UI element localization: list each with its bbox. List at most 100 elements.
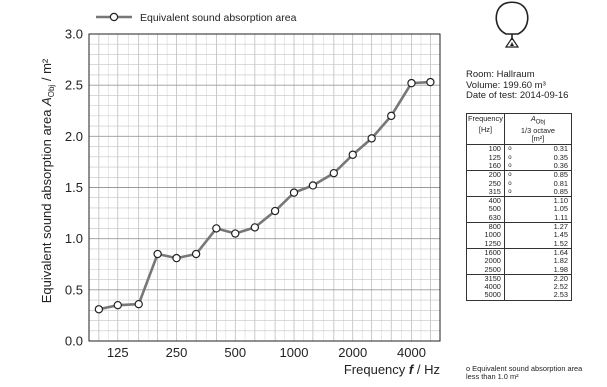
table-frequency-cell: 500 — [466, 205, 505, 214]
absorption-header: AObj 1/3 octave [m²] — [503, 112, 573, 146]
x-tick-label: 125 — [107, 345, 129, 360]
room-info: Room: Hallraum Volume: 199.60 m³ Date of… — [466, 69, 569, 102]
table-frequency-cell: 800 — [466, 222, 505, 232]
table-value-cell: 1.98 — [514, 265, 572, 275]
y-axis-label: Equivalent sound absorption area AObj / … — [39, 58, 56, 303]
table-marker-cell — [503, 283, 515, 292]
x-tick-label: 2000 — [338, 345, 367, 360]
table-frequency-cell: 160 — [466, 161, 505, 171]
data-point — [407, 78, 416, 88]
data-point — [270, 206, 280, 216]
y-axis-label-unit: / m² — [39, 58, 54, 81]
table-marker-cell — [503, 265, 515, 275]
data-point — [94, 305, 104, 314]
data-point — [329, 168, 339, 178]
x-tick-label: 1000 — [280, 345, 309, 360]
data-point — [191, 249, 201, 259]
table-marker-cell — [503, 291, 515, 301]
table-row: 1250 1.52 — [466, 239, 572, 249]
table-row: 400 1.10 — [466, 196, 572, 206]
table-marker-cell: o — [503, 144, 515, 154]
plot-frame — [88, 33, 441, 342]
table-frequency-cell: 250 — [466, 179, 505, 188]
table-value-cell: 1.05 — [514, 205, 572, 214]
y-tick-label: 1.0 — [65, 231, 83, 246]
data-point — [231, 229, 240, 238]
table-value-cell: 1.27 — [514, 222, 572, 232]
table-row: 100 o 0.31 — [466, 144, 572, 154]
table-row: 800 1.27 — [466, 222, 572, 232]
room-volume: Volume: 199.60 m³ — [466, 79, 546, 91]
table-marker-cell — [503, 239, 515, 249]
data-point — [134, 299, 143, 309]
table-value-cell: 1.11 — [514, 213, 572, 223]
table-marker-cell — [503, 213, 515, 223]
table-row: 250 o 0.81 — [466, 179, 572, 188]
test-date: Date of test: 2014-09-16 — [466, 90, 569, 101]
data-point — [308, 181, 318, 190]
x-tick-label: 250 — [166, 345, 188, 360]
table-frequency-cell: 100 — [466, 144, 505, 154]
legend: Equivalent sound absorption area — [96, 12, 297, 24]
table-frequency-cell: 315 — [466, 187, 505, 197]
table-row: 2000 1.82 — [466, 256, 572, 266]
x-axis-label-name: Frequency — [344, 362, 406, 377]
table-row: 315 o 0.85 — [466, 187, 572, 197]
table-value-cell: 1.45 — [514, 231, 572, 240]
table-value-cell: 0.36 — [514, 161, 572, 171]
table-body: 100 o 0.31 125 o 0.35 160 o 0.36 200 o 0.85 250 o 0.81… — [466, 144, 572, 301]
data-point — [348, 150, 357, 159]
table-value-cell: 0.35 — [514, 153, 572, 162]
table-value-cell: 2.20 — [514, 273, 572, 284]
table-row: 1000 1.45 — [466, 231, 572, 240]
table-frequency-cell: 200 — [466, 170, 505, 180]
y-tick-label: 0.0 — [65, 334, 83, 349]
data-point — [250, 223, 260, 232]
table-frequency-cell: 125 — [466, 153, 505, 162]
data-point — [387, 111, 396, 121]
table-row: 630 1.11 — [466, 213, 572, 223]
table-value-cell: 0.85 — [514, 187, 572, 197]
table-marker-cell — [503, 257, 515, 266]
table-marker-cell — [503, 205, 515, 214]
data-point — [172, 253, 181, 263]
data-point — [153, 249, 162, 259]
y-tick-label: 2.5 — [65, 78, 83, 93]
table-row: 3150 2.20 — [466, 273, 572, 284]
absorption-header-band: 1/3 octave — [520, 125, 556, 135]
y-axis-label-name: Equivalent sound absorption area — [39, 109, 54, 303]
microphone-balloon-icon — [495, 1, 529, 48]
data-point — [212, 224, 221, 233]
table-row: 5000 2.53 — [466, 291, 572, 301]
absorption-header-symbol: AObj — [530, 114, 546, 126]
table-row: 1600 1.64 — [466, 247, 572, 258]
frequency-header-unit: [Hz] — [478, 125, 493, 135]
absorption-header-unit: [m²] — [531, 134, 545, 144]
table-value-cell: 0.31 — [514, 144, 572, 154]
table-frequency-cell: 2500 — [466, 265, 505, 275]
frequency-table: Frequency [Hz] AObj 1/3 octave [m²] 100 o… — [466, 112, 573, 301]
table-marker-cell — [503, 231, 515, 240]
table-marker-cell — [503, 222, 515, 232]
legend-label: Equivalent sound absorption area — [140, 12, 297, 24]
table-marker-cell: o — [503, 153, 515, 162]
table-value-cell: 2.53 — [514, 291, 572, 301]
table-frequency-cell: 400 — [466, 196, 505, 206]
data-point — [289, 188, 299, 197]
table-marker-cell: o — [503, 187, 515, 197]
table-value-cell: 1.82 — [514, 256, 572, 266]
footnote: o Equivalent sound absorption area less … — [466, 364, 583, 381]
table-frequency-cell: 4000 — [466, 282, 505, 292]
x-axis-label-unit: / Hz — [417, 362, 440, 377]
frequency-header-title: Frequency — [468, 114, 503, 123]
y-tick-labels: 0.0 0.5 1.0 1.5 2.0 2.5 3.0 — [65, 27, 83, 349]
data-point — [113, 300, 122, 310]
table-row: 200 o 0.85 — [466, 170, 572, 180]
data-point — [367, 134, 376, 143]
y-axis-label-symbol: A — [39, 97, 54, 107]
frequency-header: Frequency [Hz] — [466, 112, 505, 146]
table-marker-cell — [503, 247, 515, 258]
table-marker-cell — [503, 196, 515, 206]
major-grid — [89, 84, 440, 291]
